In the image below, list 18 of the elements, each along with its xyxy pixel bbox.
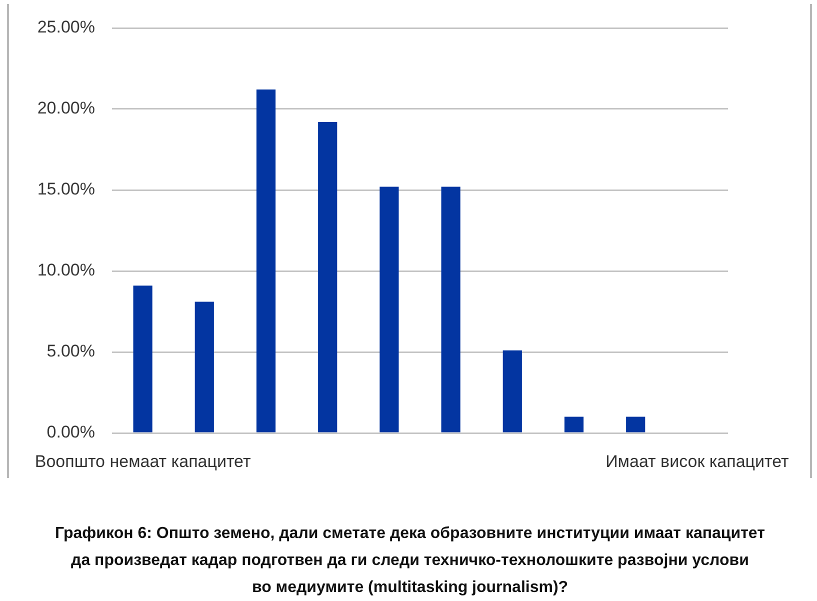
bar	[441, 186, 460, 432]
y-tick-label: 20.00%	[37, 98, 95, 118]
x-tick-label: Имаат висок капацитет	[606, 452, 790, 471]
y-tick-label: 25.00%	[37, 18, 95, 37]
y-tick-label: 15.00%	[37, 180, 95, 199]
bar	[626, 416, 646, 432]
x-tick-label: Воопшто немаат капацитет	[34, 452, 251, 471]
y-tick-label: 5.00%	[46, 342, 95, 361]
bar	[133, 286, 152, 432]
text: Графикон 6: Општо земено, дали сметате дека образовните институции имаат капацитет да произведат кадар подготвен да ги следи техничко-технолошките развојни услови во медиумите (multitasking journalism)?	[54, 524, 766, 598]
y-tick-label: 0.00%	[46, 422, 95, 442]
bar	[502, 350, 522, 432]
bar	[194, 302, 214, 432]
bar	[564, 416, 584, 432]
y-tick-label: 10.00%	[37, 260, 95, 280]
bar	[256, 90, 276, 432]
bar	[380, 186, 399, 432]
bar	[318, 122, 338, 432]
